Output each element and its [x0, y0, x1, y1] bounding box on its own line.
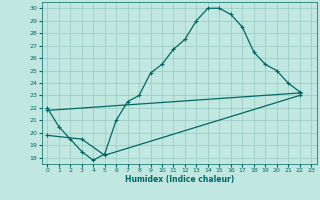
X-axis label: Humidex (Indice chaleur): Humidex (Indice chaleur) [124, 175, 234, 184]
